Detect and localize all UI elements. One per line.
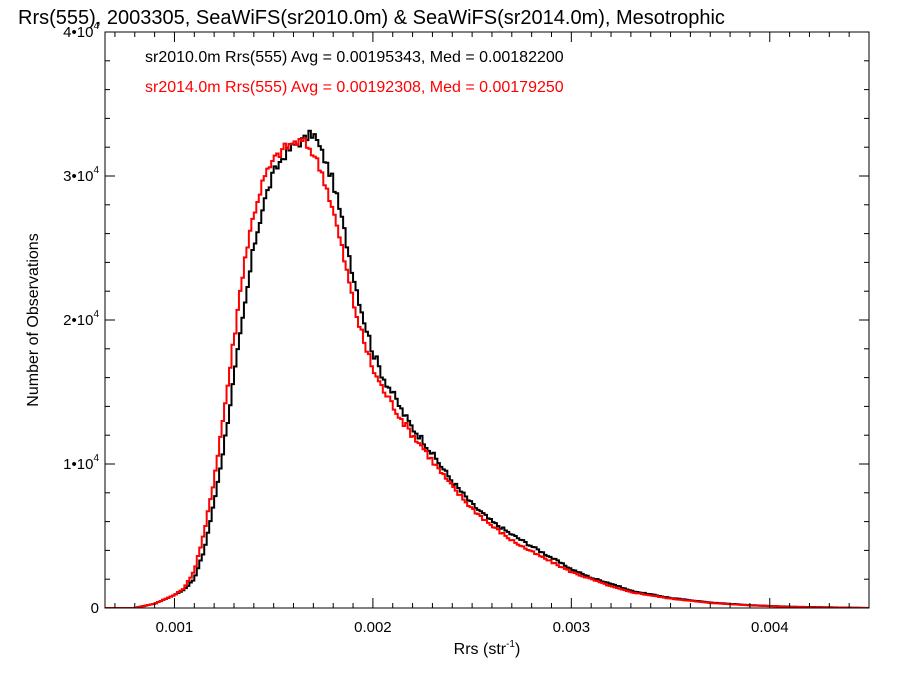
y-axis-label: Number of Observations (25, 233, 42, 406)
x-axis-label-sup: -1 (506, 639, 515, 650)
series-line-1 (105, 129, 869, 608)
legend-entry-2: sr2014.0m Rrs(555) Avg = 0.00192308, Med… (145, 79, 564, 96)
y-tick-label: 1•104 (63, 453, 99, 473)
x-axis-label-base: Rrs (str (454, 641, 507, 658)
y-tick-label: 0 (91, 600, 99, 617)
legend: sr2010.0m Rrs(555) Avg = 0.00195343, Med… (145, 49, 564, 96)
x-axis-label-close: ) (515, 641, 520, 658)
y-tick-label: 2•104 (63, 309, 99, 329)
y-tick-label: 4•104 (63, 21, 99, 41)
legend-entry-1: sr2010.0m Rrs(555) Avg = 0.00195343, Med… (145, 49, 564, 66)
x-axis-label: Rrs (str-1) (454, 639, 521, 658)
x-tick-label: 0.004 (751, 619, 789, 636)
series-line-2 (105, 137, 869, 608)
chart-title: Rrs(555), 2003305, SeaWiFS(sr2010.0m) & … (18, 7, 725, 29)
axis-ticks: 0.001 0.002 0.003 0.004 0 1•104 2•104 3•104 4•10… (63, 21, 870, 636)
x-tick-label: 0.003 (553, 619, 591, 636)
y-tick-label: 3•104 (63, 165, 99, 185)
x-tick-label: 0.001 (156, 619, 194, 636)
x-tick-label: 0.002 (354, 619, 392, 636)
